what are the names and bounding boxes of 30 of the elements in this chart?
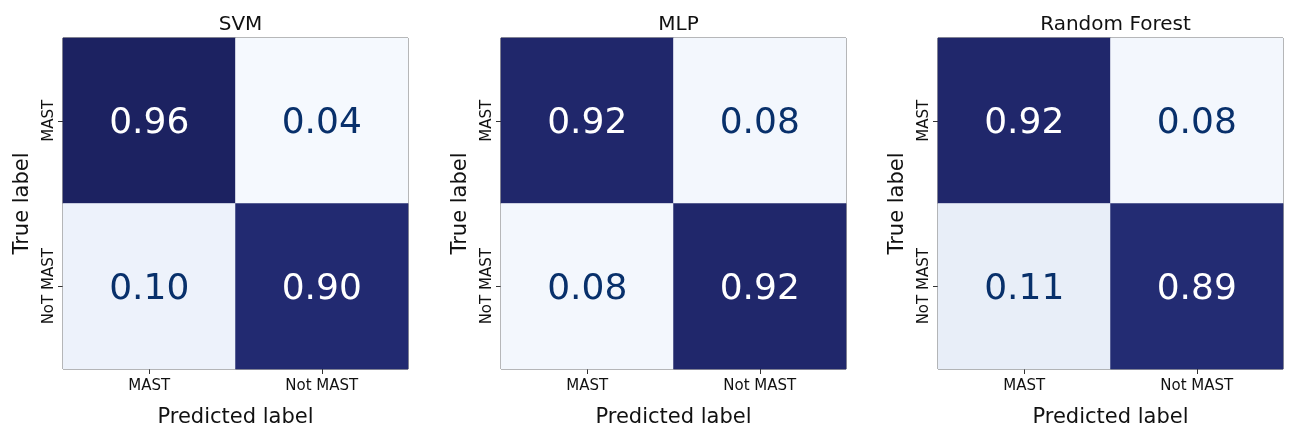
y-axis-title: True label <box>883 152 908 256</box>
x-axis-title: Predicted label <box>595 403 752 428</box>
data-label: 0.08 <box>719 100 800 142</box>
x-tick-label: Not MAST <box>285 375 360 394</box>
x-tick-label: MAST <box>1003 375 1047 394</box>
x-axis-title: Predicted label <box>157 403 314 428</box>
data-label: 0.08 <box>1156 100 1237 142</box>
data-label: 0.10 <box>109 265 190 307</box>
chart-title: MLP <box>658 11 699 35</box>
y-tick-label: NoT MAST <box>913 247 932 325</box>
x-tick-label: MAST <box>128 375 172 394</box>
data-label: 0.92 <box>719 265 800 307</box>
chart-title: Random Forest <box>1040 11 1191 35</box>
data-label: 0.04 <box>281 100 362 142</box>
data-label: 0.96 <box>109 100 190 142</box>
chart-title: SVM <box>218 11 263 35</box>
data-label: 0.90 <box>281 265 362 307</box>
y-tick-label: NoT MAST <box>38 247 57 325</box>
data-label: 0.92 <box>984 100 1065 142</box>
data-label: 0.89 <box>1156 265 1237 307</box>
data-label: 0.92 <box>547 100 628 142</box>
y-tick-label: NoT MAST <box>476 247 495 325</box>
x-axis-title: Predicted label <box>1032 403 1189 428</box>
y-axis-title: True label <box>8 152 33 256</box>
data-label: 0.08 <box>547 265 628 307</box>
y-axis-title: True label <box>446 152 471 256</box>
x-tick-label: Not MAST <box>1160 375 1235 394</box>
x-tick-label: MAST <box>566 375 610 394</box>
x-tick-label: Not MAST <box>723 375 798 394</box>
data-label: 0.11 <box>984 265 1065 307</box>
